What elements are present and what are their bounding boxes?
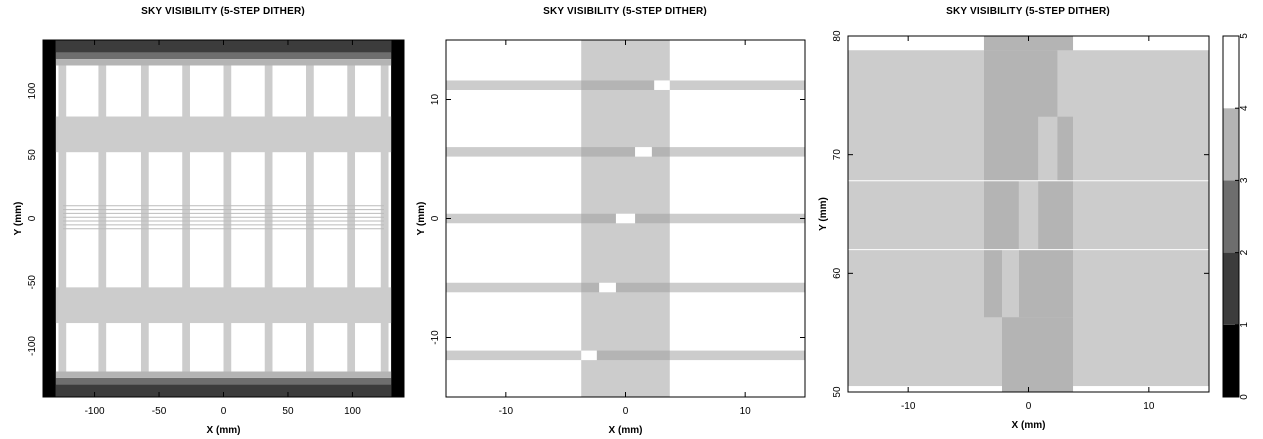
y-tick-label: 0 [430, 215, 441, 221]
colorbar-tick-label: 0 [1239, 394, 1250, 400]
y-tick-label: -100 [27, 336, 38, 356]
heatmap-cell [1002, 249, 1019, 318]
heatmap-cell [581, 147, 636, 157]
x-tick-label: 100 [344, 406, 361, 417]
heatmap-cell [635, 213, 670, 224]
chart-title: SKY VISIBILITY (5-STEP DITHER) [141, 6, 305, 17]
heatmap-cell [55, 384, 392, 397]
colorbar-segment [1223, 252, 1239, 325]
heatmap-cell [391, 40, 404, 397]
heatmap-cell [1002, 317, 1074, 392]
chart-panel-1: -100 -50 0 50 100 -100 -50 0 50 100 SKY VISIBILITY… [13, 6, 405, 436]
x-axis-label: X (mm) [1012, 420, 1046, 431]
heatmap-cell [55, 52, 392, 60]
heatmap-cell [58, 65, 67, 372]
x-axis-label: X (mm) [609, 425, 643, 436]
heatmap-cell [848, 36, 984, 51]
colorbar-tick-label: 1 [1239, 322, 1250, 328]
colorbar-tick-label: 5 [1239, 33, 1250, 39]
heatmap-cell [55, 59, 392, 66]
y-tick-label: -10 [430, 330, 441, 345]
x-tick-label: -50 [152, 406, 167, 417]
x-tick-label: 10 [1143, 401, 1155, 412]
y-tick-label: -50 [27, 275, 38, 290]
y-tick-label: 70 [832, 149, 843, 161]
y-axis-label: Y (mm) [818, 197, 829, 231]
heatmap-cell [264, 65, 273, 372]
heatmap-cell [1073, 36, 1209, 51]
heatmap-cell [1018, 249, 1074, 318]
heatmap-cell [55, 371, 392, 378]
x-tick-label: 0 [1026, 401, 1032, 412]
y-tick-label: 100 [27, 82, 38, 99]
heatmap-cell [651, 147, 670, 157]
colorbar: 0 1 2 3 4 5 [1222, 33, 1250, 400]
x-tick-label: 50 [282, 406, 294, 417]
y-tick-label: 0 [27, 215, 38, 221]
chart-title: SKY VISIBILITY (5-STEP DITHER) [946, 6, 1110, 17]
y-tick-label: 50 [27, 149, 38, 161]
x-tick-label: -10 [499, 406, 514, 417]
heatmap-cell [98, 65, 107, 372]
colorbar-frame [1222, 35, 1240, 398]
heatmap-cell [55, 40, 392, 53]
heatmap-cell [615, 213, 636, 224]
x-tick-label: 0 [221, 406, 227, 417]
heatmap-cell [1018, 180, 1039, 250]
heatmap-cell [182, 65, 190, 372]
heatmap-cell [983, 249, 1003, 318]
heatmap-cell [140, 65, 149, 372]
x-tick-label: 10 [740, 406, 752, 417]
x-tick-label: -100 [85, 406, 105, 417]
heatmap-cell [1038, 116, 1058, 181]
chart-panel-2: -10 0 10 -10 0 10 SKY VISIBILITY (5-STEP DITHE… [416, 6, 806, 436]
y-axis-label: Y (mm) [13, 202, 24, 236]
x-tick-label: -10 [901, 401, 916, 412]
chart-title: SKY VISIBILITY (5-STEP DITHER) [543, 6, 707, 17]
heatmap-cell [1038, 180, 1074, 250]
heatmap-cell [43, 40, 56, 397]
heatmap-cell [635, 147, 652, 157]
colorbar-tick-label: 4 [1239, 105, 1250, 111]
y-tick-label: 60 [832, 267, 843, 279]
y-tick-label: 80 [832, 30, 843, 42]
heatmap-cell [654, 80, 670, 90]
heatmap-cell [581, 80, 655, 90]
heatmap-cell [983, 36, 1074, 51]
heatmap-cell [581, 350, 597, 361]
x-tick-label: 0 [623, 406, 629, 417]
heatmap-cell [223, 65, 232, 372]
y-tick-label: 10 [430, 94, 441, 106]
colorbar-segment [1223, 108, 1239, 181]
colorbar-segment [1223, 180, 1239, 253]
colorbar-segment [1223, 371, 1239, 397]
heatmap-cell [599, 282, 616, 293]
colorbar-tick-label: 3 [1239, 177, 1250, 183]
x-axis-label: X (mm) [207, 425, 241, 436]
colorbar-segment [1223, 36, 1239, 73]
heatmap-cell [55, 377, 392, 385]
heatmap-cell [1073, 386, 1209, 392]
heatmap-cell [581, 282, 600, 293]
heatmap-cell [596, 350, 670, 361]
heatmap-cell [306, 65, 314, 372]
colorbar-tick-label: 2 [1239, 249, 1250, 255]
heatmap-cell [581, 213, 616, 224]
heatmap-cell [380, 65, 389, 372]
y-tick-label: 50 [832, 386, 843, 398]
heatmap-cell [1057, 116, 1074, 181]
y-axis-label: Y (mm) [416, 202, 427, 236]
heatmap-cell [848, 386, 1003, 392]
heatmap-cell [347, 65, 356, 372]
heatmap-cell [615, 282, 670, 293]
heatmap-cell [983, 180, 1019, 250]
